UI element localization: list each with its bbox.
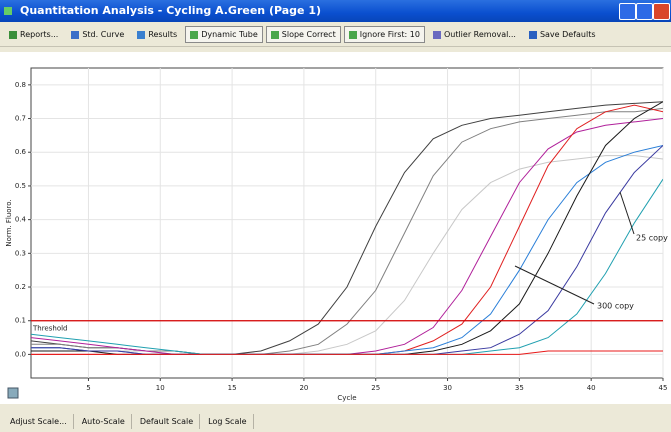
plot-panel: 0.0 0.1 0.2 0.3 0.4 0.5 0.6 0.7 0.8 5 10 15 20 25 30 35… xyxy=(0,52,671,404)
button-label: Slope Correct xyxy=(281,30,336,39)
series-line xyxy=(31,155,663,355)
annotation: 25 copy xyxy=(636,234,668,243)
toolbar-button[interactable]: Reports... xyxy=(4,26,63,43)
button-icon xyxy=(270,30,279,39)
toolbar-button[interactable]: Save Defaults xyxy=(524,26,601,43)
y-tick-label: 0.6 xyxy=(15,148,27,156)
x-tick-label: 45 xyxy=(659,384,668,392)
button-icon xyxy=(9,30,17,39)
y-axis-label: Norm. Fluoro. xyxy=(5,199,13,246)
maximize-button[interactable] xyxy=(636,3,653,20)
zoom-icon xyxy=(7,387,19,399)
close-button[interactable] xyxy=(653,3,670,20)
button-icon xyxy=(71,30,80,39)
button-label: Results xyxy=(148,30,178,39)
y-tick-label: 0.8 xyxy=(15,81,26,89)
button-label: Ignore First: 10 xyxy=(359,30,420,39)
scale-button[interactable]: Log Scale xyxy=(202,413,254,429)
toolbar-button[interactable]: Slope Correct xyxy=(265,26,341,43)
x-tick-label: 40 xyxy=(587,384,596,392)
x-tick-label: 30 xyxy=(443,384,452,392)
scale-button[interactable]: Default Scale xyxy=(134,413,201,429)
x-axis-label: Cycle xyxy=(337,394,356,402)
button-label: Std. Curve xyxy=(82,30,125,39)
button-icon xyxy=(432,30,441,39)
x-tick-label: 25 xyxy=(371,384,380,392)
y-tick-label: 0.2 xyxy=(15,283,26,291)
x-tick-label: 10 xyxy=(156,384,165,392)
y-tick-label: 0.7 xyxy=(15,115,26,123)
annotation: 300 copy xyxy=(597,302,634,311)
threshold-label: Threshold xyxy=(32,325,68,333)
button-label: Save Defaults xyxy=(539,30,596,39)
window-title: Quantitation Analysis - Cycling A.Green … xyxy=(20,4,322,17)
button-label: Log Scale xyxy=(208,416,247,426)
app-icon xyxy=(4,7,12,15)
annotation-pointer xyxy=(514,265,595,305)
annotation-pointer xyxy=(619,191,635,235)
x-tick-label: 35 xyxy=(515,384,524,392)
toolbar: Reports... Std. Curve Results Dynamic Tube S… xyxy=(0,23,671,47)
toolbar-button[interactable]: Dynamic Tube xyxy=(185,26,263,43)
button-icon xyxy=(190,30,199,39)
plot-area xyxy=(30,67,664,379)
x-tick-label: 20 xyxy=(299,384,308,392)
scale-button[interactable]: Adjust Scale... xyxy=(4,413,74,429)
toolbar-button[interactable]: Ignore First: 10 xyxy=(343,26,425,43)
button-label: Reports... xyxy=(20,30,59,39)
title-bar: Quantitation Analysis - Cycling A.Green … xyxy=(0,0,671,22)
minimize-button[interactable] xyxy=(619,3,636,20)
button-icon xyxy=(348,30,357,39)
toolbar-button[interactable]: Std. Curve xyxy=(66,26,129,43)
toolbar-button[interactable]: Results xyxy=(132,26,182,43)
button-label: Outlier Removal... xyxy=(443,30,516,39)
x-tick-label: 15 xyxy=(228,384,237,392)
bottom-bar: Adjust Scale... Auto-Scale Default Scale Lo… xyxy=(0,410,671,432)
button-label: Adjust Scale... xyxy=(10,416,67,426)
y-tick-label: 0.3 xyxy=(15,249,26,257)
y-tick-label: 0.1 xyxy=(15,317,26,325)
y-tick-label: 0.4 xyxy=(15,216,27,224)
button-label: Default Scale xyxy=(139,416,194,426)
x-tick-label: 5 xyxy=(86,384,90,392)
scale-button[interactable]: Auto-Scale xyxy=(76,413,132,429)
button-icon xyxy=(528,30,537,39)
toolbar-button[interactable]: Outlier Removal... xyxy=(428,26,521,43)
button-icon xyxy=(137,30,146,39)
series-line xyxy=(31,350,663,355)
button-label: Auto-Scale xyxy=(81,416,125,426)
y-tick-label: 0.5 xyxy=(15,182,26,190)
chart: 0.0 0.1 0.2 0.3 0.4 0.5 0.6 0.7 0.8 5 10 15 20 25 30 35… xyxy=(5,67,668,402)
y-tick-label: 0.0 xyxy=(15,350,26,358)
button-label: Dynamic Tube xyxy=(201,30,258,39)
